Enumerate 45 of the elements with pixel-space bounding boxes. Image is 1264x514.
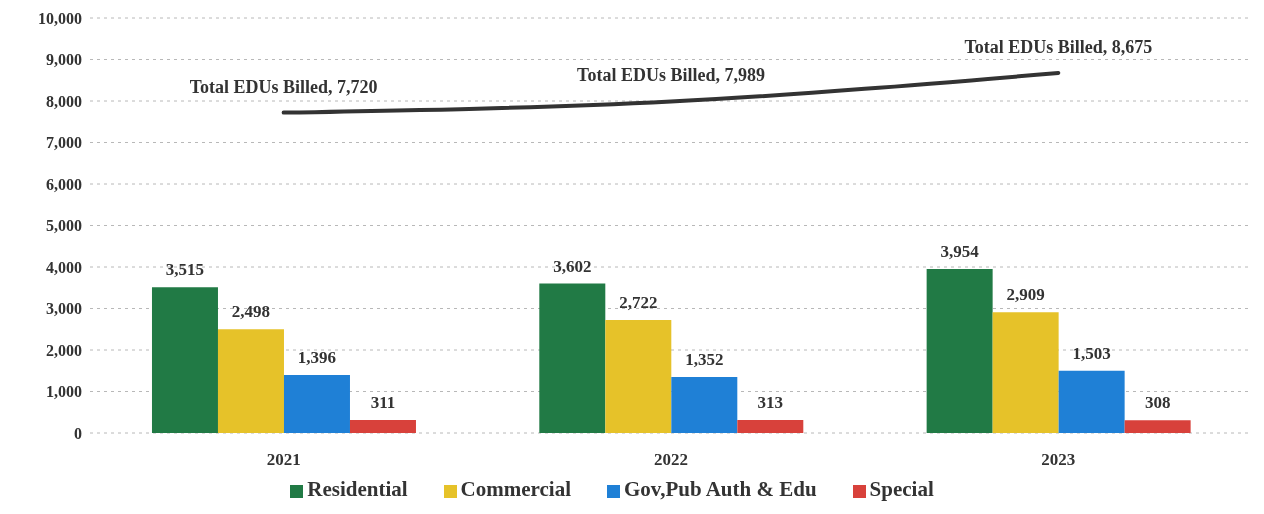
data-label: 2,498 <box>231 302 271 322</box>
data-label: 2,722 <box>619 293 658 313</box>
bar <box>539 283 606 433</box>
y-tick-label: 4,000 <box>46 258 82 276</box>
y-tick-label: 8,000 <box>46 92 82 110</box>
data-label: 308 <box>1144 393 1171 413</box>
data-label: 1,352 <box>685 349 724 369</box>
y-tick-label: 3,000 <box>46 300 82 318</box>
data-label: 3,602 <box>553 256 592 276</box>
bar <box>671 376 738 433</box>
data-label: 1,503 <box>1072 343 1111 363</box>
legend-label: Residential <box>307 477 408 501</box>
x-tick-label: 2022 <box>654 450 688 470</box>
y-tick-label: 5,000 <box>46 217 82 235</box>
data-label: 313 <box>757 393 784 413</box>
y-tick-label: 7,000 <box>46 134 82 152</box>
data-label: 311 <box>370 393 396 413</box>
data-label: Total EDUs Billed, 7,989 <box>577 65 765 86</box>
y-tick-label: 1,000 <box>46 383 82 401</box>
y-tick-label: 10,000 <box>38 9 82 27</box>
bar <box>1058 370 1125 433</box>
bar <box>605 320 672 433</box>
bar <box>217 329 284 433</box>
data-label: Total EDUs Billed, 8,675 <box>964 36 1153 57</box>
bar <box>349 420 416 433</box>
data-label: 2,909 <box>1006 285 1045 305</box>
y-tick-label: 6,000 <box>46 175 82 193</box>
x-tick-label: 2023 <box>1041 450 1076 470</box>
bar <box>737 420 804 433</box>
data-label: Total EDUs Billed, 7,720 <box>189 76 378 97</box>
data-label: 3,515 <box>165 260 205 280</box>
x-tick-label: 2021 <box>266 450 301 470</box>
bar <box>992 312 1059 433</box>
legend-label: Commercial <box>460 477 571 501</box>
bar <box>151 287 218 433</box>
legend-label: Gov,Pub Auth & Edu <box>623 477 817 501</box>
y-tick-label: 9,000 <box>46 51 82 69</box>
y-tick-label: 2,000 <box>46 341 82 359</box>
data-label: 3,954 <box>940 241 980 261</box>
bar <box>283 375 350 433</box>
bar <box>1124 420 1191 433</box>
y-tick-label: 0 <box>74 424 82 442</box>
legend-label: Special <box>869 477 934 501</box>
data-label: 1,396 <box>297 348 337 368</box>
bar <box>926 268 993 433</box>
